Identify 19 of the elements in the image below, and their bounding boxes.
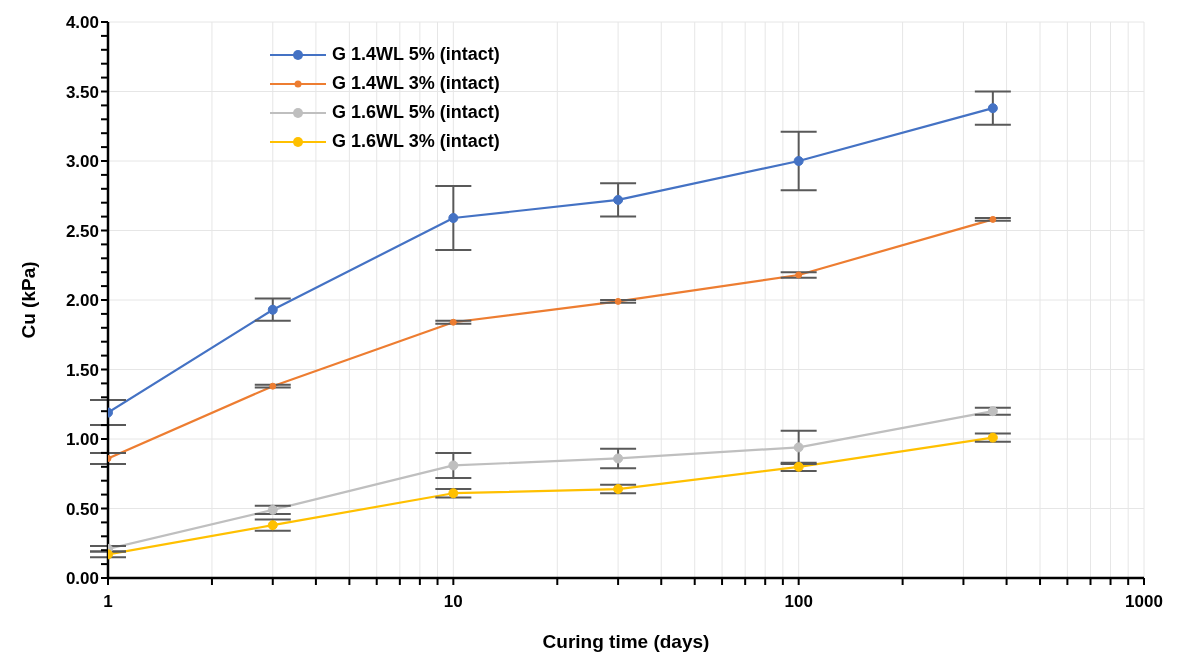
y-tick-label: 4.00 [65,13,99,33]
y-tick-label: 1.50 [65,360,99,380]
legend-label: G 1.6WL 5% (intact) [332,102,500,123]
x-tick-label: 1000 [1125,592,1163,612]
y-tick-label: 3.00 [65,152,99,172]
legend-label: G 1.4WL 5% (intact) [332,44,500,65]
y-tick-label: 2.00 [65,291,99,311]
x-tick-label: 10 [443,592,463,612]
y-tick-label: 1.00 [65,430,99,450]
y-axis-title: Cu (kPa) [17,261,39,339]
x-tick-label: 100 [784,592,813,612]
legend-label: G 1.6WL 3% (intact) [332,131,500,152]
legend-label: G 1.4WL 3% (intact) [332,73,500,94]
x-tick-label: 1 [103,592,113,612]
y-tick-label: 2.50 [65,221,99,241]
y-tick-label: 0.00 [65,569,99,589]
y-tick-label: 0.50 [65,499,99,519]
y-tick-label: 3.50 [65,82,99,102]
x-axis-title: Curing time (days) [542,631,710,652]
